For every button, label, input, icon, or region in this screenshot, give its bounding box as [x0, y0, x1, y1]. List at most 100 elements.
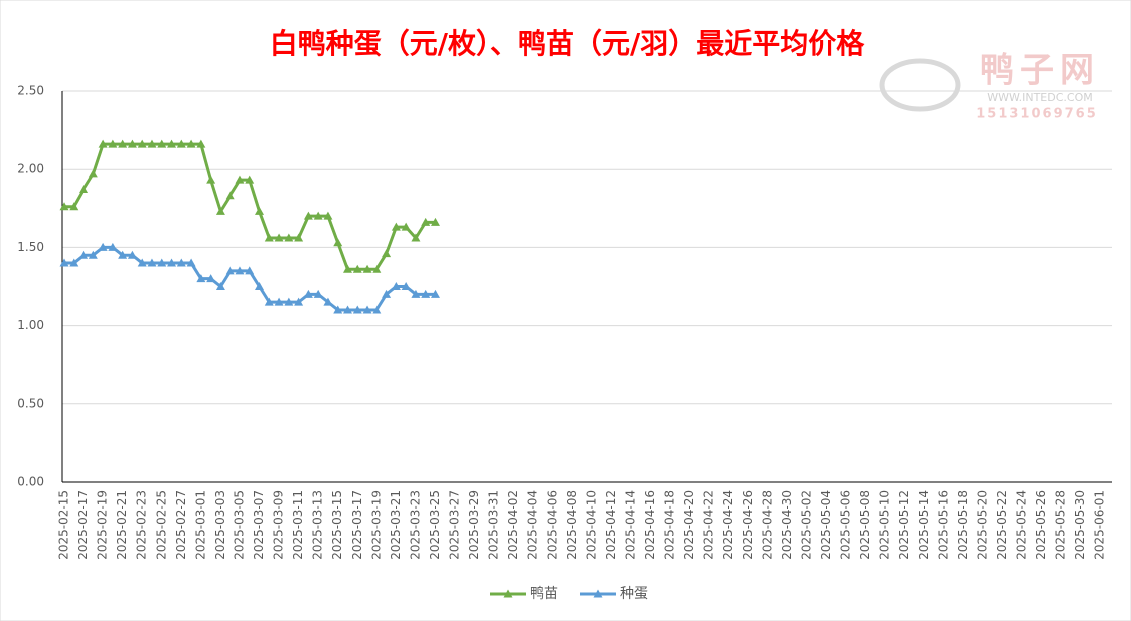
point-marker: [274, 233, 284, 242]
x-tick-label: 2025-05-08: [858, 490, 872, 560]
point-marker: [206, 175, 216, 184]
x-tick-label: 2025-05-04: [819, 490, 833, 560]
point-marker: [196, 274, 206, 283]
x-tick-label: 2025-04-16: [643, 490, 657, 560]
point-marker: [186, 258, 196, 267]
x-tick-label: 2025-03-25: [428, 490, 442, 560]
point-marker: [235, 266, 245, 275]
point-marker: [264, 233, 274, 242]
point-marker: [225, 191, 235, 200]
point-marker: [313, 211, 323, 220]
x-tick-label: 2025-05-28: [1054, 490, 1068, 560]
point-marker: [411, 289, 421, 298]
point-marker: [430, 289, 440, 298]
legend-label: 种蛋: [620, 586, 648, 602]
x-tick-label: 2025-03-09: [272, 490, 286, 560]
x-tick-label: 2025-05-12: [897, 490, 911, 560]
x-tick-label: 2025-04-26: [741, 490, 755, 560]
x-tick-label: 2025-03-23: [408, 490, 422, 560]
point-marker: [215, 282, 225, 290]
point-marker: [157, 139, 167, 148]
point-marker: [206, 274, 216, 283]
point-marker: [303, 211, 313, 220]
point-marker: [372, 264, 382, 273]
x-tick-label: 2025-03-17: [350, 490, 364, 560]
point-marker: [391, 222, 401, 231]
point-marker: [255, 206, 265, 215]
watermark-logo: [879, 58, 961, 112]
y-tick-label: 2.50: [17, 84, 44, 98]
point-marker: [88, 250, 98, 259]
x-tick-label: 2025-02-19: [96, 490, 110, 560]
point-marker: [137, 258, 147, 267]
x-tick-label: 2025-04-14: [623, 490, 637, 560]
point-marker: [333, 238, 343, 247]
point-marker: [245, 266, 255, 275]
point-marker: [88, 169, 98, 178]
watermark-url: WWW.INTEDC.COM: [987, 91, 1092, 104]
x-tick-label: 2025-03-11: [291, 490, 305, 560]
x-tick-label: 2025-04-12: [604, 490, 618, 560]
x-tick-label: 2025-03-21: [389, 490, 403, 560]
point-marker: [118, 139, 128, 148]
point-marker: [421, 289, 431, 298]
point-marker: [372, 305, 382, 314]
point-marker: [59, 202, 69, 211]
legend-label: 鸭苗: [530, 586, 558, 602]
point-marker: [382, 289, 392, 298]
watermark: 鸭子网 WWW.INTEDC.COM 15131069765: [879, 51, 1100, 122]
watermark-phone: 15131069765: [976, 107, 1098, 122]
point-marker: [186, 139, 196, 148]
x-tick-label: 2025-05-10: [878, 490, 892, 560]
watermark-name: 鸭子网: [980, 51, 1100, 91]
y-tick-label: 0.00: [17, 475, 44, 489]
point-marker: [176, 139, 186, 148]
x-tick-label: 2025-02-15: [57, 490, 71, 560]
point-marker: [176, 258, 186, 267]
x-tick-label: 2025-03-03: [213, 490, 227, 560]
point-marker: [235, 175, 245, 184]
point-marker: [411, 233, 421, 242]
point-marker: [342, 264, 352, 273]
point-marker: [323, 297, 333, 306]
point-marker: [401, 222, 411, 231]
point-marker: [284, 297, 294, 306]
legend-item: 种蛋: [580, 586, 648, 602]
legend-item: 鸭苗: [490, 586, 558, 602]
x-tick-label: 2025-06-01: [1093, 490, 1107, 560]
x-tick-label: 2025-03-01: [193, 490, 207, 560]
point-marker: [108, 139, 118, 148]
x-tick-label: 2025-03-31: [487, 490, 501, 560]
x-tick-label: 2025-03-15: [330, 490, 344, 560]
point-marker: [323, 211, 333, 220]
point-marker: [108, 242, 118, 251]
point-marker: [59, 258, 69, 267]
point-marker: [245, 175, 255, 184]
point-marker: [430, 217, 440, 226]
point-marker: [255, 282, 265, 290]
point-marker: [264, 297, 274, 306]
point-marker: [284, 233, 294, 242]
point-marker: [79, 185, 89, 194]
point-marker: [147, 258, 157, 267]
point-marker: [157, 258, 167, 267]
point-marker: [362, 305, 372, 314]
point-marker: [382, 249, 392, 258]
point-marker: [352, 264, 362, 273]
x-tick-label: 2025-04-20: [682, 490, 696, 560]
y-tick-label: 1.00: [17, 318, 44, 332]
y-tick-label: 2.00: [17, 162, 44, 176]
x-tick-label: 2025-02-17: [76, 490, 90, 560]
x-tick-label: 2025-04-24: [721, 490, 735, 560]
x-tick-label: 2025-04-06: [545, 490, 559, 560]
point-marker: [333, 305, 343, 314]
point-marker: [118, 250, 128, 259]
point-marker: [69, 258, 79, 267]
point-marker: [342, 305, 352, 314]
x-tick-label: 2025-02-21: [115, 490, 129, 560]
x-tick-label: 2025-03-13: [311, 490, 325, 560]
point-marker: [127, 139, 137, 148]
point-marker: [147, 139, 157, 148]
point-marker: [362, 264, 372, 273]
